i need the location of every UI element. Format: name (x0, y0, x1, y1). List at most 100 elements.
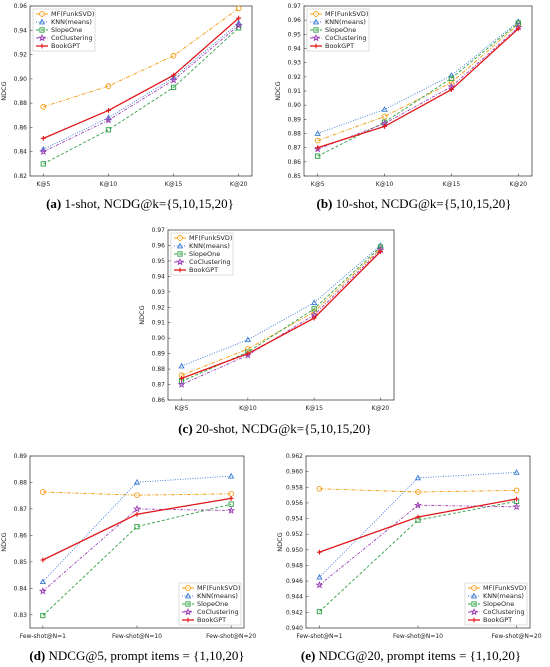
x-tick-label: K@15 (305, 405, 323, 412)
y-tick-label: 0.93 (288, 60, 302, 67)
series-line-slopeone (181, 246, 381, 382)
data-point (316, 608, 323, 615)
caption-letter: (a) (46, 196, 61, 211)
data-point (40, 103, 47, 110)
y-axis-label: NDCG (274, 81, 282, 100)
y-tick-label: 0.93 (152, 289, 166, 296)
y-tick-label: 0.952 (286, 531, 303, 538)
caption-text: NDCG@20, prompt items = {1,10,20} (315, 648, 521, 663)
y-tick-label: 0.88 (14, 100, 28, 107)
y-tick-label: 0.84 (14, 149, 28, 156)
data-point (179, 375, 184, 381)
data-point (133, 504, 141, 513)
legend-marker (471, 617, 477, 623)
data-point (514, 496, 519, 502)
y-axis-label: NDCG (0, 81, 8, 100)
y-tick-label: 0.96 (152, 242, 166, 249)
series-line-coclustering (317, 26, 519, 150)
data-point (381, 113, 388, 120)
data-point (105, 83, 112, 89)
data-point (39, 489, 46, 495)
y-tick-label: 0.942 (286, 609, 303, 616)
legend-entry: BookGPT (51, 42, 80, 50)
data-point (378, 249, 383, 255)
plot-frame (29, 5, 253, 177)
data-point (381, 106, 388, 112)
caption-letter: (d) (29, 648, 45, 663)
y-tick-label: 0.86 (14, 532, 28, 539)
data-point (134, 511, 140, 517)
legend-marker (313, 11, 319, 17)
data-point (414, 474, 422, 481)
y-tick-label: 0.92 (14, 52, 28, 59)
x-tick-label: Few-shot@N=10 (112, 633, 162, 640)
legend-entry: KNN(means) (325, 18, 366, 26)
y-tick-label: 0.94 (152, 273, 166, 280)
series-line-knn-means- (317, 21, 519, 134)
y-tick-label: 0.948 (286, 562, 303, 569)
legend: MF(FunkSVD)KNN(means)SlopeOneCoClusterin… (32, 8, 96, 52)
x-tick-label: K@20 (372, 405, 390, 412)
legend-marker (38, 33, 46, 42)
x-tick-label: K@10 (376, 181, 394, 188)
y-tick-label: 0.960 (286, 469, 303, 476)
series-line-knn-means- (181, 245, 381, 367)
x-tick-label: K@5 (311, 181, 325, 188)
data-point (310, 299, 318, 306)
legend-entry: BookGPT (197, 616, 226, 624)
legend-marker (313, 27, 319, 33)
data-point (244, 336, 252, 343)
y-axis-label: NDCG (276, 532, 284, 551)
legend-entry: CoClustering (51, 34, 93, 42)
data-point (228, 501, 234, 507)
legend-entry: MF(FunkSVD) (189, 234, 232, 242)
data-point (40, 135, 46, 141)
y-tick-label: 0.82 (14, 173, 28, 180)
series-line-coclustering (42, 508, 232, 592)
data-point (169, 75, 178, 84)
legend-entry: CoClustering (197, 608, 239, 616)
x-tick-label: K@5 (175, 405, 189, 412)
y-tick-label: 0.87 (288, 145, 302, 152)
series-line-bookgpt (43, 17, 240, 139)
legend-marker (470, 607, 478, 616)
data-point (315, 153, 321, 159)
data-point (245, 351, 251, 357)
legend-marker (312, 18, 320, 25)
y-tick-label: 0.87 (14, 506, 28, 513)
y-tick-label: 0.97 (152, 227, 166, 234)
legend-entry: SlopeOne (325, 26, 356, 34)
legend-entry: KNN(means) (189, 242, 230, 250)
series-line-coclustering (43, 25, 239, 153)
y-tick-label: 0.97 (288, 3, 302, 10)
x-tick-label: K@15 (165, 181, 183, 188)
subfigure-caption: (a) 1-shot, NCDG@k={5,10,15,20} (46, 196, 234, 211)
caption-text: NDCG@5, prompt items = {1,10,20} (45, 648, 244, 663)
data-point (415, 489, 421, 495)
legend-entry: KNN(means) (197, 592, 238, 600)
y-tick-label: 0.944 (286, 594, 303, 601)
y-tick-label: 0.85 (14, 559, 28, 566)
series-line-slopeone (319, 500, 517, 612)
legend-marker (471, 601, 477, 607)
legend-marker (185, 585, 191, 591)
x-tick-label: Few-shot@N=1 (296, 633, 342, 640)
y-tick-label: 0.954 (286, 516, 303, 523)
legend-entry: SlopeOne (197, 600, 228, 608)
y-tick-label: 0.88 (152, 366, 166, 373)
series-line-knn-means- (43, 22, 239, 150)
data-point (513, 469, 520, 475)
legend-entry: BookGPT (189, 266, 218, 274)
data-point (245, 346, 251, 352)
series-line-mf-funksvd- (43, 8, 239, 108)
legend-entry: MF(FunkSVD) (197, 584, 240, 592)
y-tick-label: 0.86 (288, 159, 302, 166)
series-line-mf-funksvd- (42, 491, 232, 496)
caption-text: 20-shot, NCDG@k={5,10,15,20} (193, 421, 372, 436)
legend-marker (38, 18, 46, 25)
series-line-coclustering (181, 249, 381, 385)
data-point (515, 18, 522, 24)
data-point (177, 380, 186, 388)
data-point (414, 501, 422, 509)
series-line-bookgpt (181, 251, 381, 379)
